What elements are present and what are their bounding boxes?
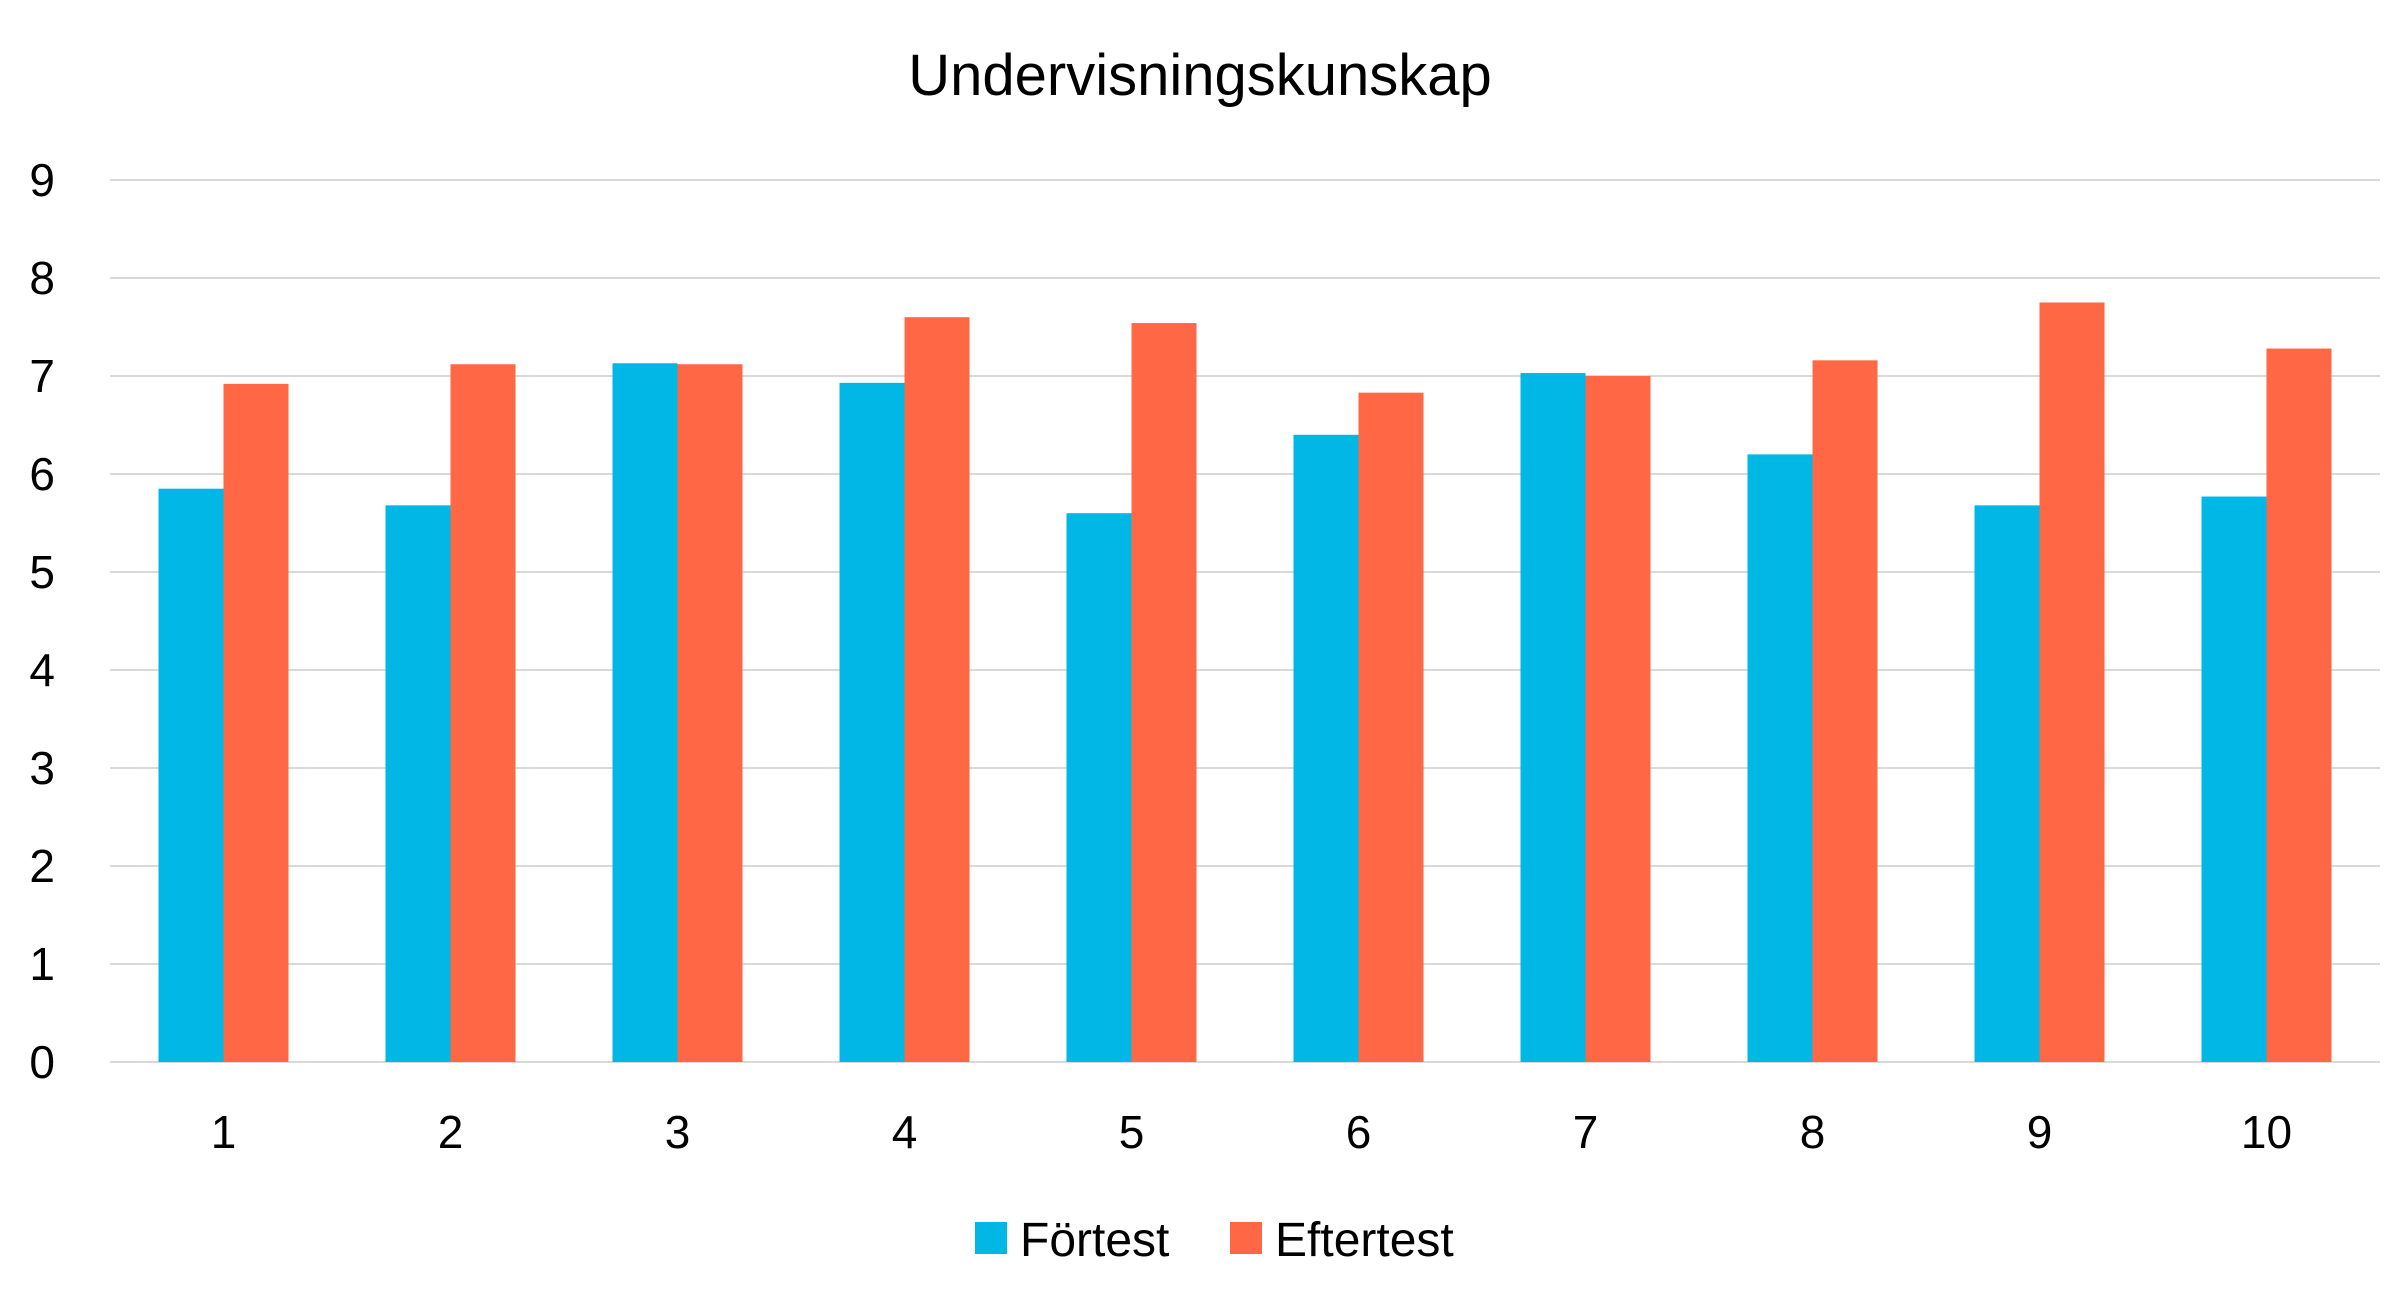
bar-eftertest-1 [223, 383, 289, 1063]
bar-fortest-8 [1747, 454, 1813, 1062]
bar-eftertest-8 [1812, 360, 1878, 1062]
legend: Förtest Eftertest [975, 1214, 1454, 1267]
bar-eftertest-6 [1358, 392, 1424, 1062]
y-tick-label: 8 [29, 252, 55, 304]
bar-fortest-3 [612, 363, 678, 1062]
y-tick-label: 0 [29, 1036, 55, 1088]
x-tick-label: 5 [1119, 1106, 1145, 1158]
x-axis-ticks: 1 2 3 4 5 6 7 8 9 10 [211, 1106, 2292, 1158]
y-tick-label: 1 [29, 938, 55, 990]
bar-eftertest-3 [677, 364, 743, 1062]
legend-swatch-eftertest [1230, 1222, 1262, 1254]
bar-fortest-4 [839, 382, 905, 1062]
y-tick-label: 3 [29, 742, 55, 794]
x-tick-label: 7 [1573, 1106, 1599, 1158]
bar-fortest-7 [1520, 373, 1586, 1062]
legend-label-eftertest: Eftertest [1275, 1214, 1454, 1267]
x-tick-label: 6 [1346, 1106, 1372, 1158]
bar-fortest-5 [1066, 513, 1132, 1062]
legend-label-fortest: Förtest [1020, 1214, 1169, 1267]
x-tick-label: 8 [1800, 1106, 1826, 1158]
x-tick-label: 3 [665, 1106, 691, 1158]
y-axis-ticks: 0 1 2 3 4 5 6 7 8 9 [29, 154, 55, 1088]
bar-fortest-10 [2201, 496, 2267, 1062]
bars [158, 302, 2332, 1063]
bar-eftertest-10 [2266, 348, 2332, 1062]
x-tick-label: 10 [2241, 1106, 2292, 1158]
bar-fortest-6 [1293, 434, 1359, 1062]
bar-eftertest-4 [904, 317, 970, 1062]
bar-fortest-1 [158, 488, 224, 1062]
legend-swatch-fortest [975, 1222, 1007, 1254]
x-tick-label: 4 [892, 1106, 918, 1158]
y-tick-label: 4 [29, 644, 55, 696]
chart-title: Undervisningskunskap [908, 43, 1492, 108]
y-tick-label: 2 [29, 840, 55, 892]
x-tick-label: 2 [438, 1106, 464, 1158]
bar-eftertest-2 [450, 364, 516, 1062]
y-tick-label: 7 [29, 350, 55, 402]
x-tick-label: 1 [211, 1106, 237, 1158]
y-tick-label: 5 [29, 546, 55, 598]
bar-eftertest-5 [1131, 323, 1197, 1063]
bar-eftertest-9 [2039, 302, 2105, 1062]
bar-fortest-9 [1974, 505, 2040, 1062]
bar-fortest-2 [385, 505, 451, 1062]
y-tick-label: 6 [29, 448, 55, 500]
x-tick-label: 9 [2027, 1106, 2053, 1158]
y-tick-label: 9 [29, 154, 55, 206]
bar-eftertest-7 [1585, 376, 1651, 1062]
